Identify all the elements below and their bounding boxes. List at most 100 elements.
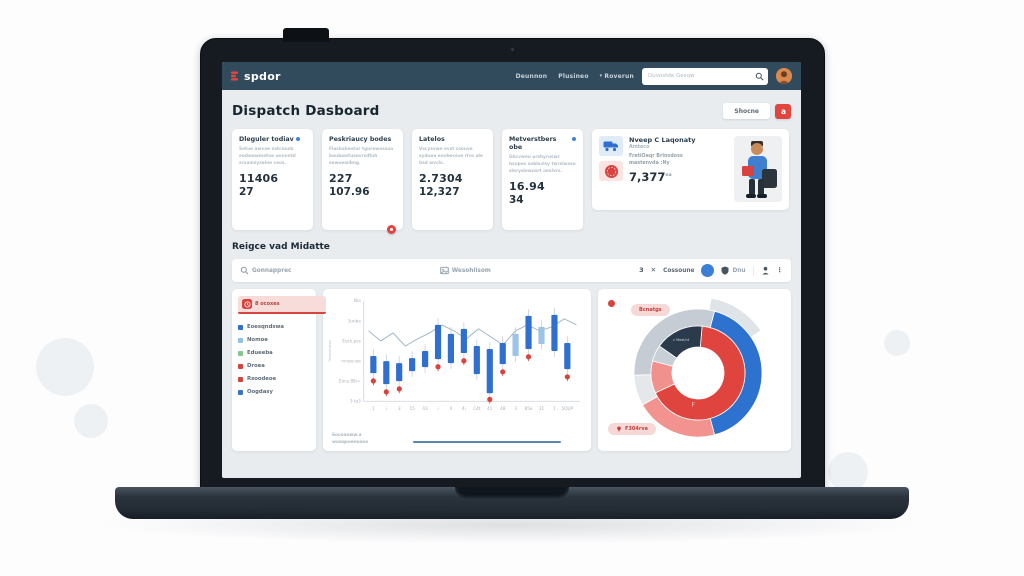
promo-line1: FretiOaqr Brinsdoss <box>629 154 683 159</box>
nav-menu: Deunnon Plusineo ▾ Roverun <box>516 73 634 80</box>
stat-card-value-primary: 11406 <box>239 172 279 186</box>
counter-icon[interactable]: 3 <box>639 266 644 275</box>
nav-item-label: Deunnon <box>515 72 548 80</box>
legend-item[interactable]: Nomoe <box>238 337 310 343</box>
svg-text:1: 1 <box>553 406 556 411</box>
background-blob <box>36 338 94 396</box>
svg-text:nnvse-ws: nnvse-ws <box>341 359 360 364</box>
kebab-menu-icon[interactable]: ⋮ <box>776 266 784 275</box>
svg-text:48: 48 <box>500 406 506 411</box>
svg-text:4i: 4i <box>462 406 466 411</box>
legend-label: Eoesqndswa <box>247 324 284 330</box>
nav-item-roverun[interactable]: ▾ Roverun <box>600 73 634 80</box>
legend-item[interactable]: Rsoodeoe <box>238 376 310 382</box>
logo[interactable]: spdor <box>231 70 281 83</box>
legend-item[interactable]: Droea <box>238 363 310 369</box>
svg-text:F: F <box>692 402 696 409</box>
stat-card-title: Metverstbers obe <box>509 136 576 152</box>
svg-text:4: 4 <box>450 406 453 411</box>
candlestick-chart: Nia 3unba Eock.pvs nnvse-ws Eoce.88r+ 3 ta3 Ge… <box>327 298 581 411</box>
toolbar-action-label[interactable]: Cossoune <box>663 267 695 274</box>
alert-badge-icon <box>387 225 396 234</box>
badge-icon-tile <box>599 161 623 181</box>
delivery-person-drawing <box>734 136 782 202</box>
pin-icon <box>617 426 621 432</box>
stat-card-title: Peskriaucy bodes <box>329 136 396 144</box>
svg-text:85e: 85e <box>525 406 533 411</box>
info-dot-icon <box>572 137 576 141</box>
toolbar-dnu-label: Dnu <box>732 267 746 274</box>
laptop-notch <box>455 487 569 499</box>
svg-text:5OUP: 5OUP <box>562 406 574 411</box>
legend-swatch <box>238 363 243 369</box>
svg-text:3: 3 <box>514 406 517 411</box>
laptop-lid-tab <box>283 28 329 42</box>
nav-item-label: Plusineo <box>558 72 589 80</box>
svg-text:15: 15 <box>409 406 415 411</box>
donut-chart: c Meal/nt F <box>633 297 763 438</box>
svg-text:3: 3 <box>398 406 401 411</box>
stat-card-value-secondary: 107.96 <box>329 186 370 199</box>
candlestick-chart-container: Nia 3unba Eock.pvs nnvse-ws Eoce.88r+ 3 ta3 Ge… <box>325 293 589 434</box>
add-button[interactable]: a <box>775 103 791 119</box>
title-row: Dispatch Dasboard Shocne a <box>232 103 791 119</box>
legend-swatch <box>238 350 243 356</box>
nav-item-plusineo[interactable]: Plusineo <box>558 73 588 80</box>
chart-scrollbar[interactable] <box>413 440 561 443</box>
svg-text:c Meal/nt: c Meal/nt <box>673 338 690 342</box>
legend-label: Nomoe <box>247 337 268 343</box>
filter-button[interactable] <box>701 264 715 277</box>
donut-label-top-text: Bcnatgs <box>639 307 662 313</box>
nav-item-deunnon[interactable]: Deunnon <box>516 73 548 80</box>
promo-text-block: Nveep C Laqonaty Amteco FretiOaqr Brinsd… <box>629 136 728 203</box>
stat-card-value-primary: 16.94 <box>509 180 545 194</box>
dashboard-page: Dispatch Dasboard Shocne a Dleguler todi… <box>222 90 801 451</box>
toolbar-search-label: Gonnapprec <box>252 267 292 274</box>
svg-text:3unba: 3unba <box>348 318 362 323</box>
donut-label-bottom: F304rve <box>608 423 656 435</box>
user-avatar[interactable] <box>776 68 792 84</box>
toolbar-search[interactable]: Gonnapprec <box>240 266 291 275</box>
webcam-dot <box>510 47 515 52</box>
search-icon <box>240 266 249 275</box>
legend-swatch <box>238 389 243 395</box>
legend-item[interactable]: Eoesqndswa <box>238 324 310 330</box>
svg-text:31: 31 <box>539 406 545 411</box>
promo-card: Nveep C Laqonaty Amteco FretiOaqr Brinsd… <box>592 129 789 210</box>
stat-card-value-primary: 2.7304 <box>419 172 463 186</box>
close-icon[interactable]: ✕ <box>650 266 657 275</box>
toolbar-view-switch[interactable]: Wesohlisom <box>439 266 491 275</box>
laptop-base <box>115 487 909 519</box>
stat-card-value-primary: 227 <box>329 172 353 186</box>
lower-panels: 8 ocoxes Eoesqndswa Nomoe Edueeba Droea Rsoo… <box>232 289 791 451</box>
toolbar-divider <box>752 265 754 276</box>
svg-text:3 ta3: 3 ta3 <box>350 399 361 404</box>
share-button[interactable]: Shocne <box>723 103 770 119</box>
alert-banner[interactable]: 8 ocoxes <box>238 296 326 314</box>
stat-cards-row: Dleguler todiav Setue awvae ostcnosb eodw… <box>232 129 791 234</box>
global-search[interactable] <box>642 67 768 85</box>
background-blob <box>74 404 108 438</box>
legend-item[interactable]: Oogdasy <box>238 389 310 395</box>
seal-badge-icon <box>604 164 618 178</box>
stat-card-3: Latelos Vscysvwe ovst csouve syduea eovbe… <box>412 129 493 230</box>
header-actions: Shocne a <box>723 103 791 119</box>
global-search-input[interactable] <box>646 72 752 80</box>
chart-caption-line1: 6ocoooww.a <box>332 433 362 439</box>
image-icon <box>439 266 449 275</box>
svg-text:Eock.pvs: Eock.pvs <box>342 338 360 343</box>
search-icon[interactable] <box>755 72 764 81</box>
logo-text: spdor <box>244 69 281 83</box>
chart-caption: 6ocoooww.a woaqooeeuaov <box>332 433 368 446</box>
stat-card-desc: Setue awvae ostcnosb eodwawmetoe uonvntd… <box>239 147 296 166</box>
toolbar-middle-label: Wesohlisom <box>451 267 491 274</box>
floor-shadow <box>95 506 925 544</box>
legend-label: Oogdasy <box>247 389 273 395</box>
toolbar-dnu[interactable]: Dnu <box>721 266 746 275</box>
person-icon[interactable] <box>761 266 770 275</box>
dashboard-display: spdor Deunnon Plusineo ▾Roverun Dispatch D… <box>222 62 801 478</box>
legend-item[interactable]: Edueeba <box>238 350 310 356</box>
logo-icon <box>231 71 238 81</box>
svg-text:41: 41 <box>487 406 493 411</box>
